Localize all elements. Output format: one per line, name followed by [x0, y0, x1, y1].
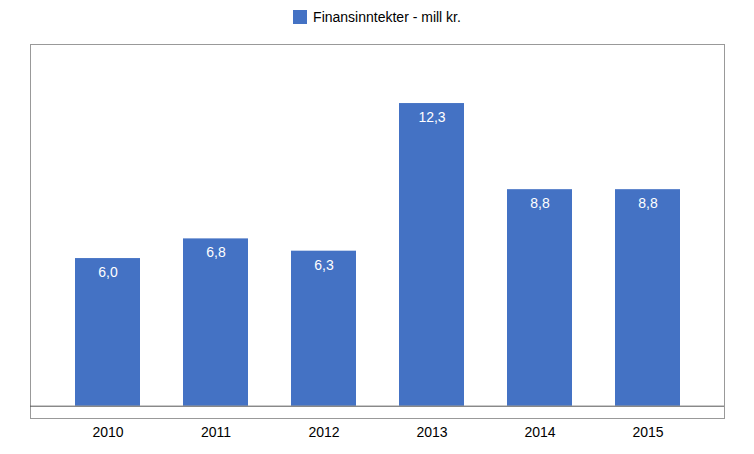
svg-text:6,3: 6,3 — [314, 257, 334, 273]
svg-text:2014: 2014 — [524, 424, 555, 440]
svg-text:6,0: 6,0 — [98, 264, 118, 280]
svg-text:2011: 2011 — [201, 424, 231, 440]
html-text:Finansinntekter - mill kr.: Finansinntekter - mill kr. — [313, 9, 461, 25]
svg-text:6,8: 6,8 — [206, 244, 226, 260]
svg-text:8,8: 8,8 — [530, 195, 550, 211]
svg-text:2015: 2015 — [632, 424, 663, 440]
svg-text:2012: 2012 — [308, 424, 339, 440]
svg-text:8,8: 8,8 — [638, 195, 658, 211]
svg-text:2010: 2010 — [92, 424, 123, 440]
svg-text:2013: 2013 — [416, 424, 447, 440]
svg-text:12,3: 12,3 — [418, 109, 445, 125]
